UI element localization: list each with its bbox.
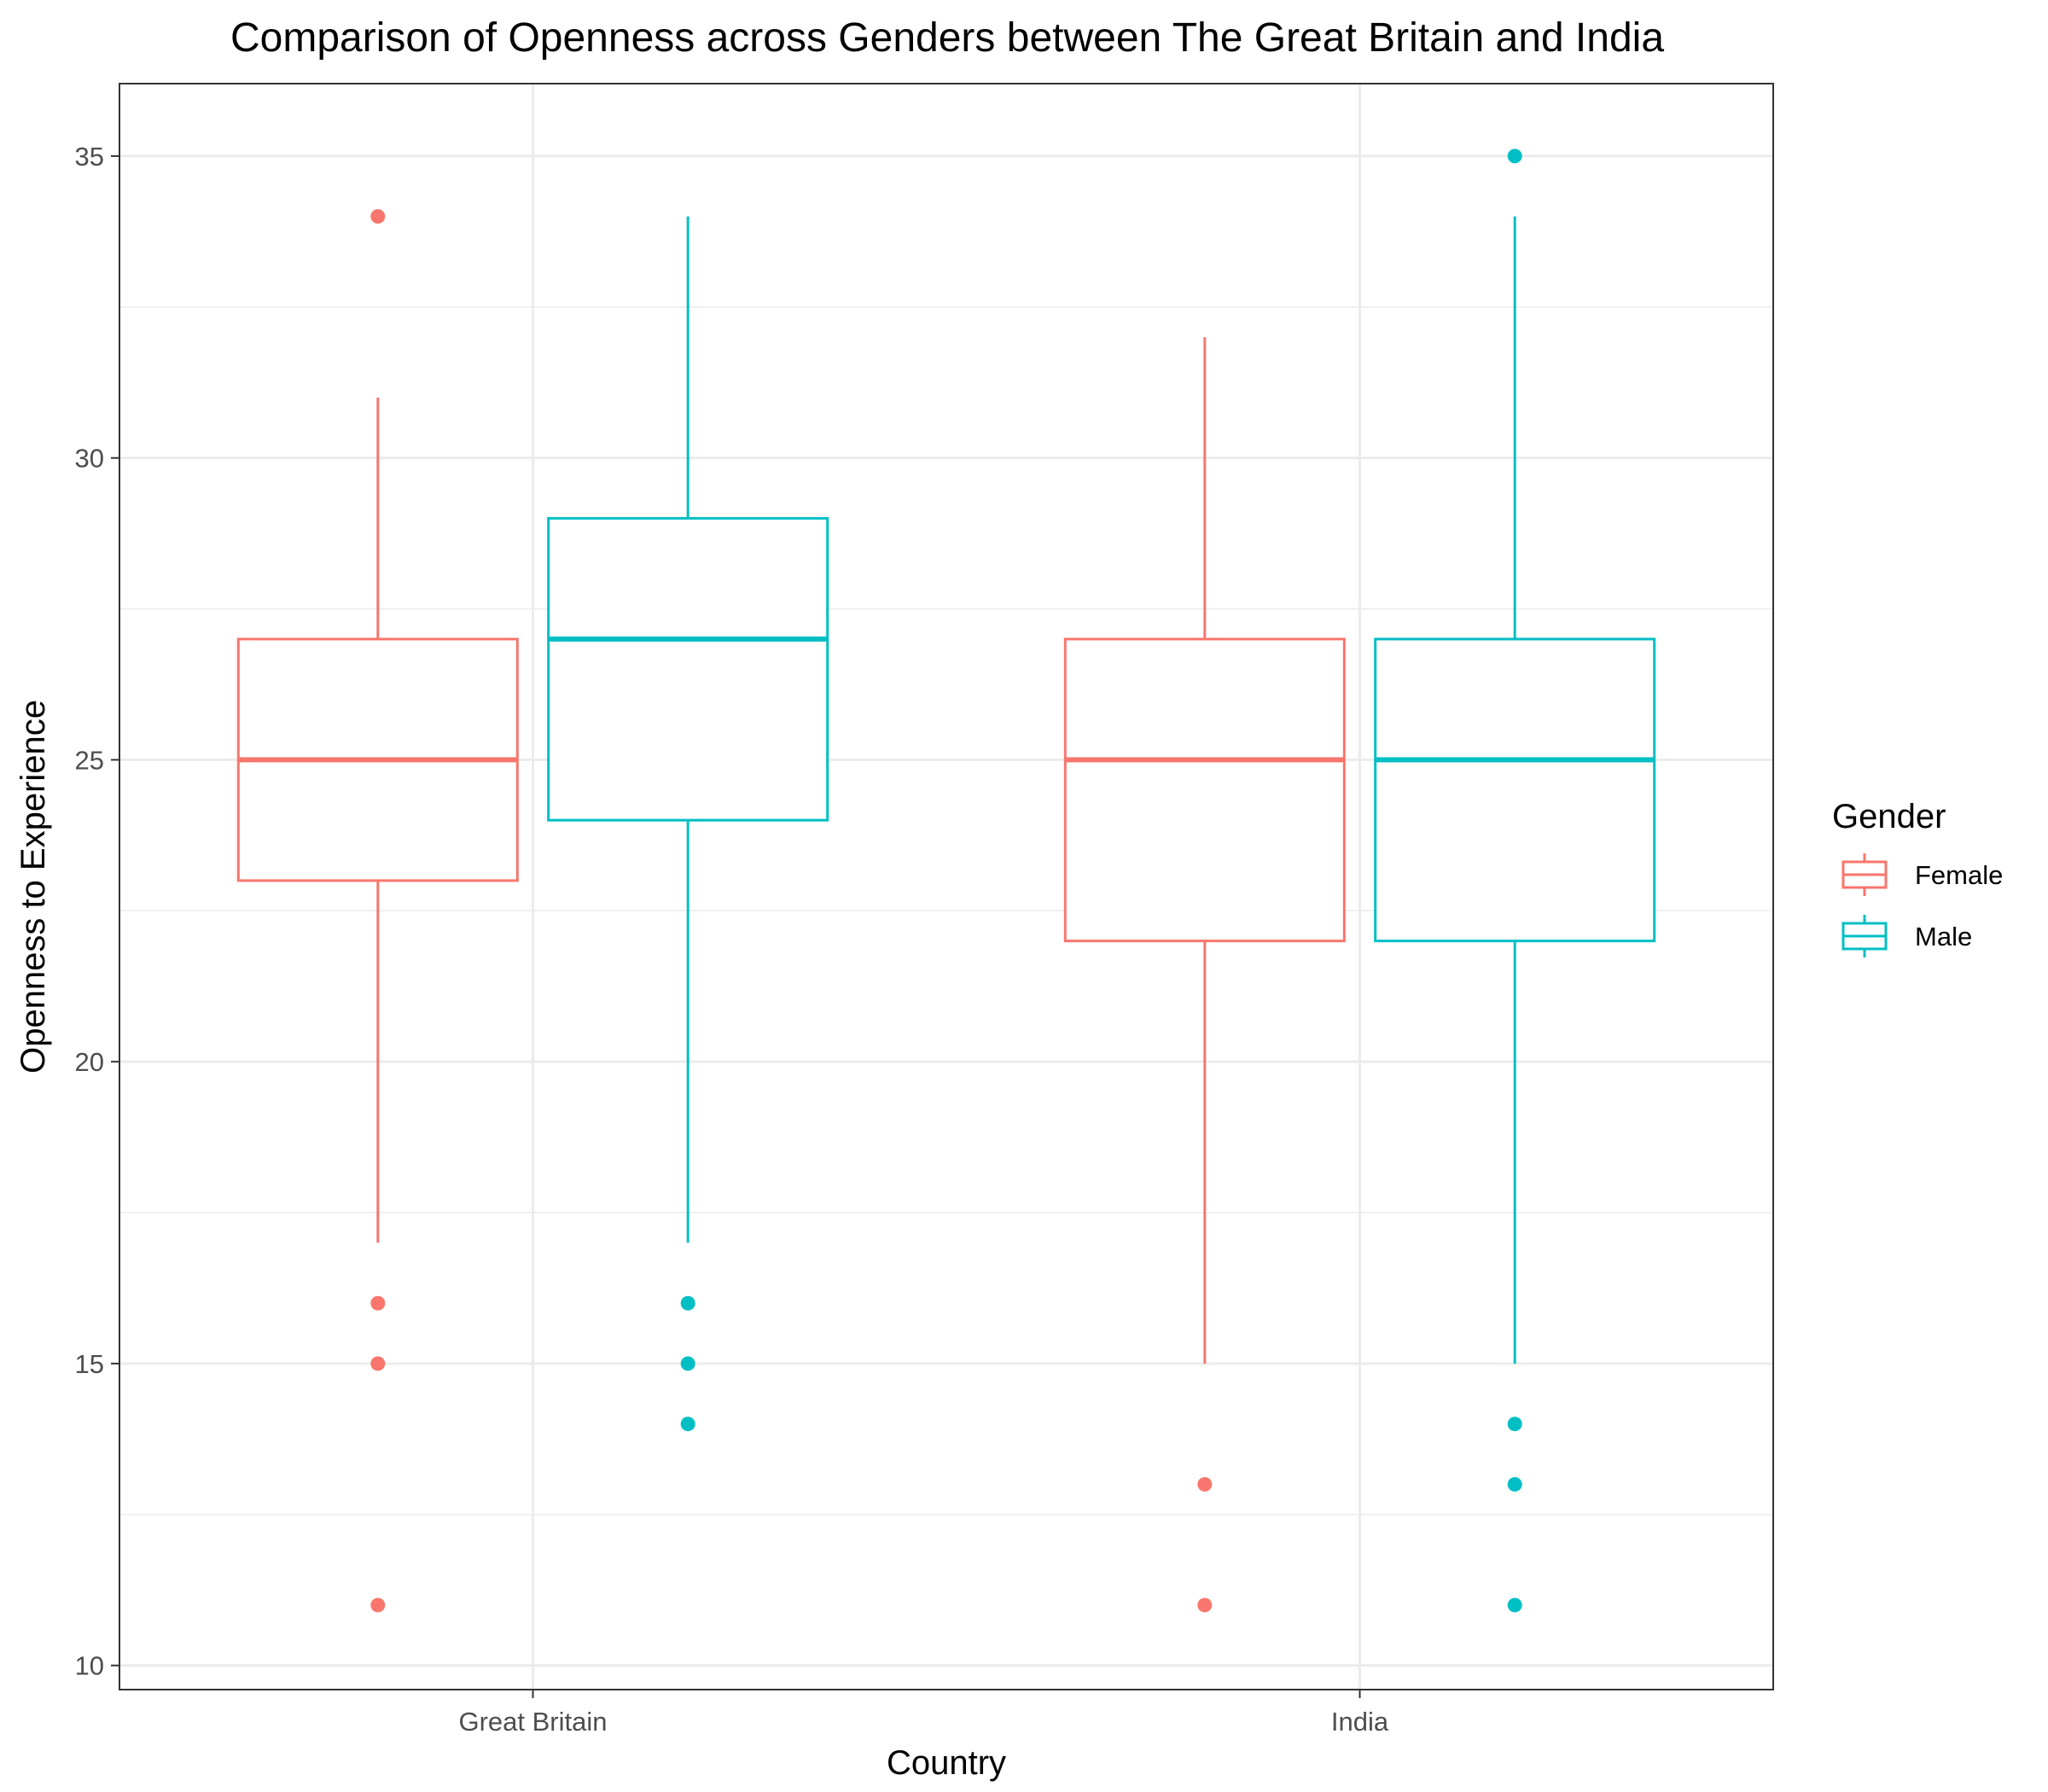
plot-border [119, 83, 1774, 1690]
legend-label: Male [1915, 922, 1972, 951]
y-tick-label: 15 [75, 1349, 104, 1379]
x-tick-label: India [1331, 1707, 1389, 1737]
outlier-point [1507, 1476, 1522, 1492]
legend-item-male: Male [1841, 915, 1972, 957]
outlier-point [1507, 1597, 1522, 1613]
x-axis-title: Country [887, 1744, 1006, 1782]
y-axis-title: Openness to Experience [15, 700, 52, 1073]
box-iqr [1374, 637, 1656, 943]
plot-area [236, 148, 1656, 1613]
box-female-india [1063, 337, 1346, 1613]
outlier-point [1507, 1417, 1522, 1432]
box-iqr [1063, 637, 1346, 943]
x-axis: Great Britain India [458, 1690, 1389, 1737]
legend-title: Gender [1832, 798, 1946, 835]
legend-item-female: Female [1841, 853, 2003, 896]
outlier-point [1197, 1597, 1213, 1613]
outlier-point [370, 1356, 386, 1371]
outlier-point [680, 1417, 695, 1432]
grid-lines [119, 84, 1773, 1690]
chart-title: Comparison of Openness across Genders be… [230, 15, 1664, 61]
box-male-great-britain [547, 216, 829, 1432]
outlier-point [1507, 148, 1522, 164]
legend: Gender Female Male [1832, 798, 2003, 957]
y-axis: 10 15 20 25 30 35 [75, 142, 119, 1681]
outlier-point [370, 1597, 386, 1613]
legend-label: Female [1915, 860, 2003, 890]
x-tick-label: Great Britain [458, 1707, 607, 1737]
box-male-india [1374, 148, 1656, 1613]
outlier-point [680, 1295, 695, 1311]
outlier-point [1197, 1476, 1213, 1492]
y-tick-label: 20 [75, 1047, 104, 1077]
outlier-point [370, 209, 386, 224]
box-iqr [547, 516, 829, 822]
outlier-point [370, 1295, 386, 1311]
y-tick-label: 25 [75, 745, 104, 775]
y-tick-label: 30 [75, 444, 104, 474]
y-tick-label: 35 [75, 142, 104, 172]
box-female-great-britain [236, 209, 519, 1613]
outlier-point [680, 1356, 695, 1371]
y-tick-label: 10 [75, 1651, 104, 1681]
